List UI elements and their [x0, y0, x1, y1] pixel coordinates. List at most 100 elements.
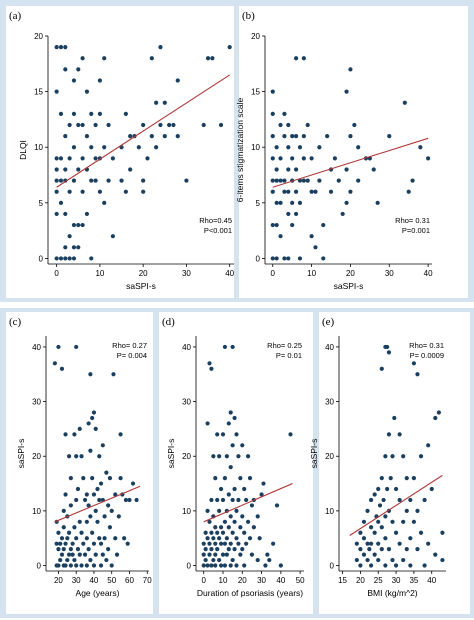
data-point — [74, 497, 79, 503]
data-point — [54, 211, 59, 217]
data-point — [77, 426, 82, 432]
data-point — [440, 557, 445, 563]
data-point — [141, 189, 146, 194]
data-point — [84, 519, 89, 524]
data-point — [201, 541, 206, 546]
data-point — [75, 547, 81, 552]
data-point — [358, 563, 363, 568]
data-point — [95, 486, 100, 492]
data-point — [110, 234, 115, 239]
data-point — [286, 189, 291, 194]
x-tick-label: 10 — [307, 269, 316, 278]
data-point — [270, 156, 275, 161]
data-point — [415, 547, 420, 552]
data-point — [288, 432, 293, 437]
data-point — [209, 530, 214, 535]
data-point — [211, 557, 216, 563]
y-tick-label: 10 — [32, 507, 41, 516]
data-point — [77, 519, 82, 524]
data-point — [71, 256, 77, 261]
regression-line — [54, 485, 141, 523]
data-point — [411, 475, 416, 481]
data-point — [100, 443, 105, 448]
data-point — [397, 432, 402, 437]
data-point — [93, 552, 98, 557]
data-point — [116, 514, 121, 519]
data-point — [376, 541, 381, 546]
data-point — [97, 536, 102, 541]
data-point — [270, 222, 275, 228]
data-point — [422, 497, 427, 503]
data-point — [88, 372, 93, 377]
data-point — [134, 497, 139, 503]
data-point — [245, 454, 251, 459]
data-point — [392, 415, 397, 421]
data-point — [68, 563, 73, 568]
data-point — [89, 178, 94, 183]
data-point — [305, 122, 310, 128]
y-tick-label: 20 — [182, 452, 191, 461]
data-point — [426, 541, 431, 546]
data-point — [224, 454, 229, 459]
data-point — [58, 45, 64, 50]
x-axis-title: BMI (kg/m^2) — [367, 588, 417, 598]
data-point — [404, 475, 409, 481]
data-point — [70, 541, 75, 546]
data-point — [215, 530, 220, 535]
data-point — [82, 497, 88, 503]
data-point — [278, 122, 283, 128]
regression-line — [56, 74, 230, 188]
data-point — [63, 492, 68, 497]
x-tick-label: 35 — [409, 576, 418, 585]
data-point — [282, 111, 287, 116]
data-point — [247, 475, 253, 481]
data-point — [125, 541, 130, 546]
data-point — [440, 530, 445, 535]
data-point — [167, 122, 172, 128]
y-tick-label: 5 — [256, 199, 261, 208]
data-point — [107, 525, 113, 530]
data-point — [286, 145, 291, 150]
data-point — [66, 530, 72, 535]
data-point — [226, 421, 231, 426]
data-point — [89, 256, 94, 261]
data-point — [251, 525, 256, 530]
data-point — [383, 514, 388, 519]
x-tick-label: 30 — [385, 269, 394, 278]
data-point — [91, 563, 97, 568]
data-point — [372, 492, 377, 497]
data-point — [91, 541, 97, 546]
data-point — [240, 443, 245, 448]
y-tick-label: 5 — [39, 199, 44, 208]
panel-label: (c) — [9, 316, 22, 328]
x-tick-label: 30 — [392, 576, 401, 585]
data-point — [162, 100, 167, 105]
data-point — [67, 189, 72, 194]
y-tick-label: 20 — [325, 452, 334, 461]
data-point — [63, 178, 68, 183]
data-point — [127, 497, 132, 503]
data-point — [211, 454, 216, 459]
data-point — [91, 492, 97, 497]
data-point — [426, 443, 431, 448]
data-point — [240, 547, 245, 552]
data-point — [86, 503, 91, 508]
rho-annotation: Rho= 0.31 — [395, 216, 430, 225]
data-point — [228, 563, 233, 568]
data-point — [390, 519, 395, 524]
data-point — [71, 145, 77, 150]
data-point — [106, 122, 111, 128]
y-tick-label: 10 — [325, 507, 334, 516]
y-tick-label: 20 — [32, 452, 41, 461]
data-point — [222, 563, 228, 568]
data-point — [301, 56, 306, 61]
data-point — [65, 536, 70, 541]
data-point — [79, 454, 84, 459]
data-point — [369, 541, 374, 546]
data-point — [238, 525, 243, 530]
data-point — [261, 481, 266, 486]
data-point — [361, 519, 367, 524]
data-point — [309, 189, 314, 194]
data-point — [317, 178, 322, 183]
x-tick-label: 15 — [338, 576, 347, 585]
